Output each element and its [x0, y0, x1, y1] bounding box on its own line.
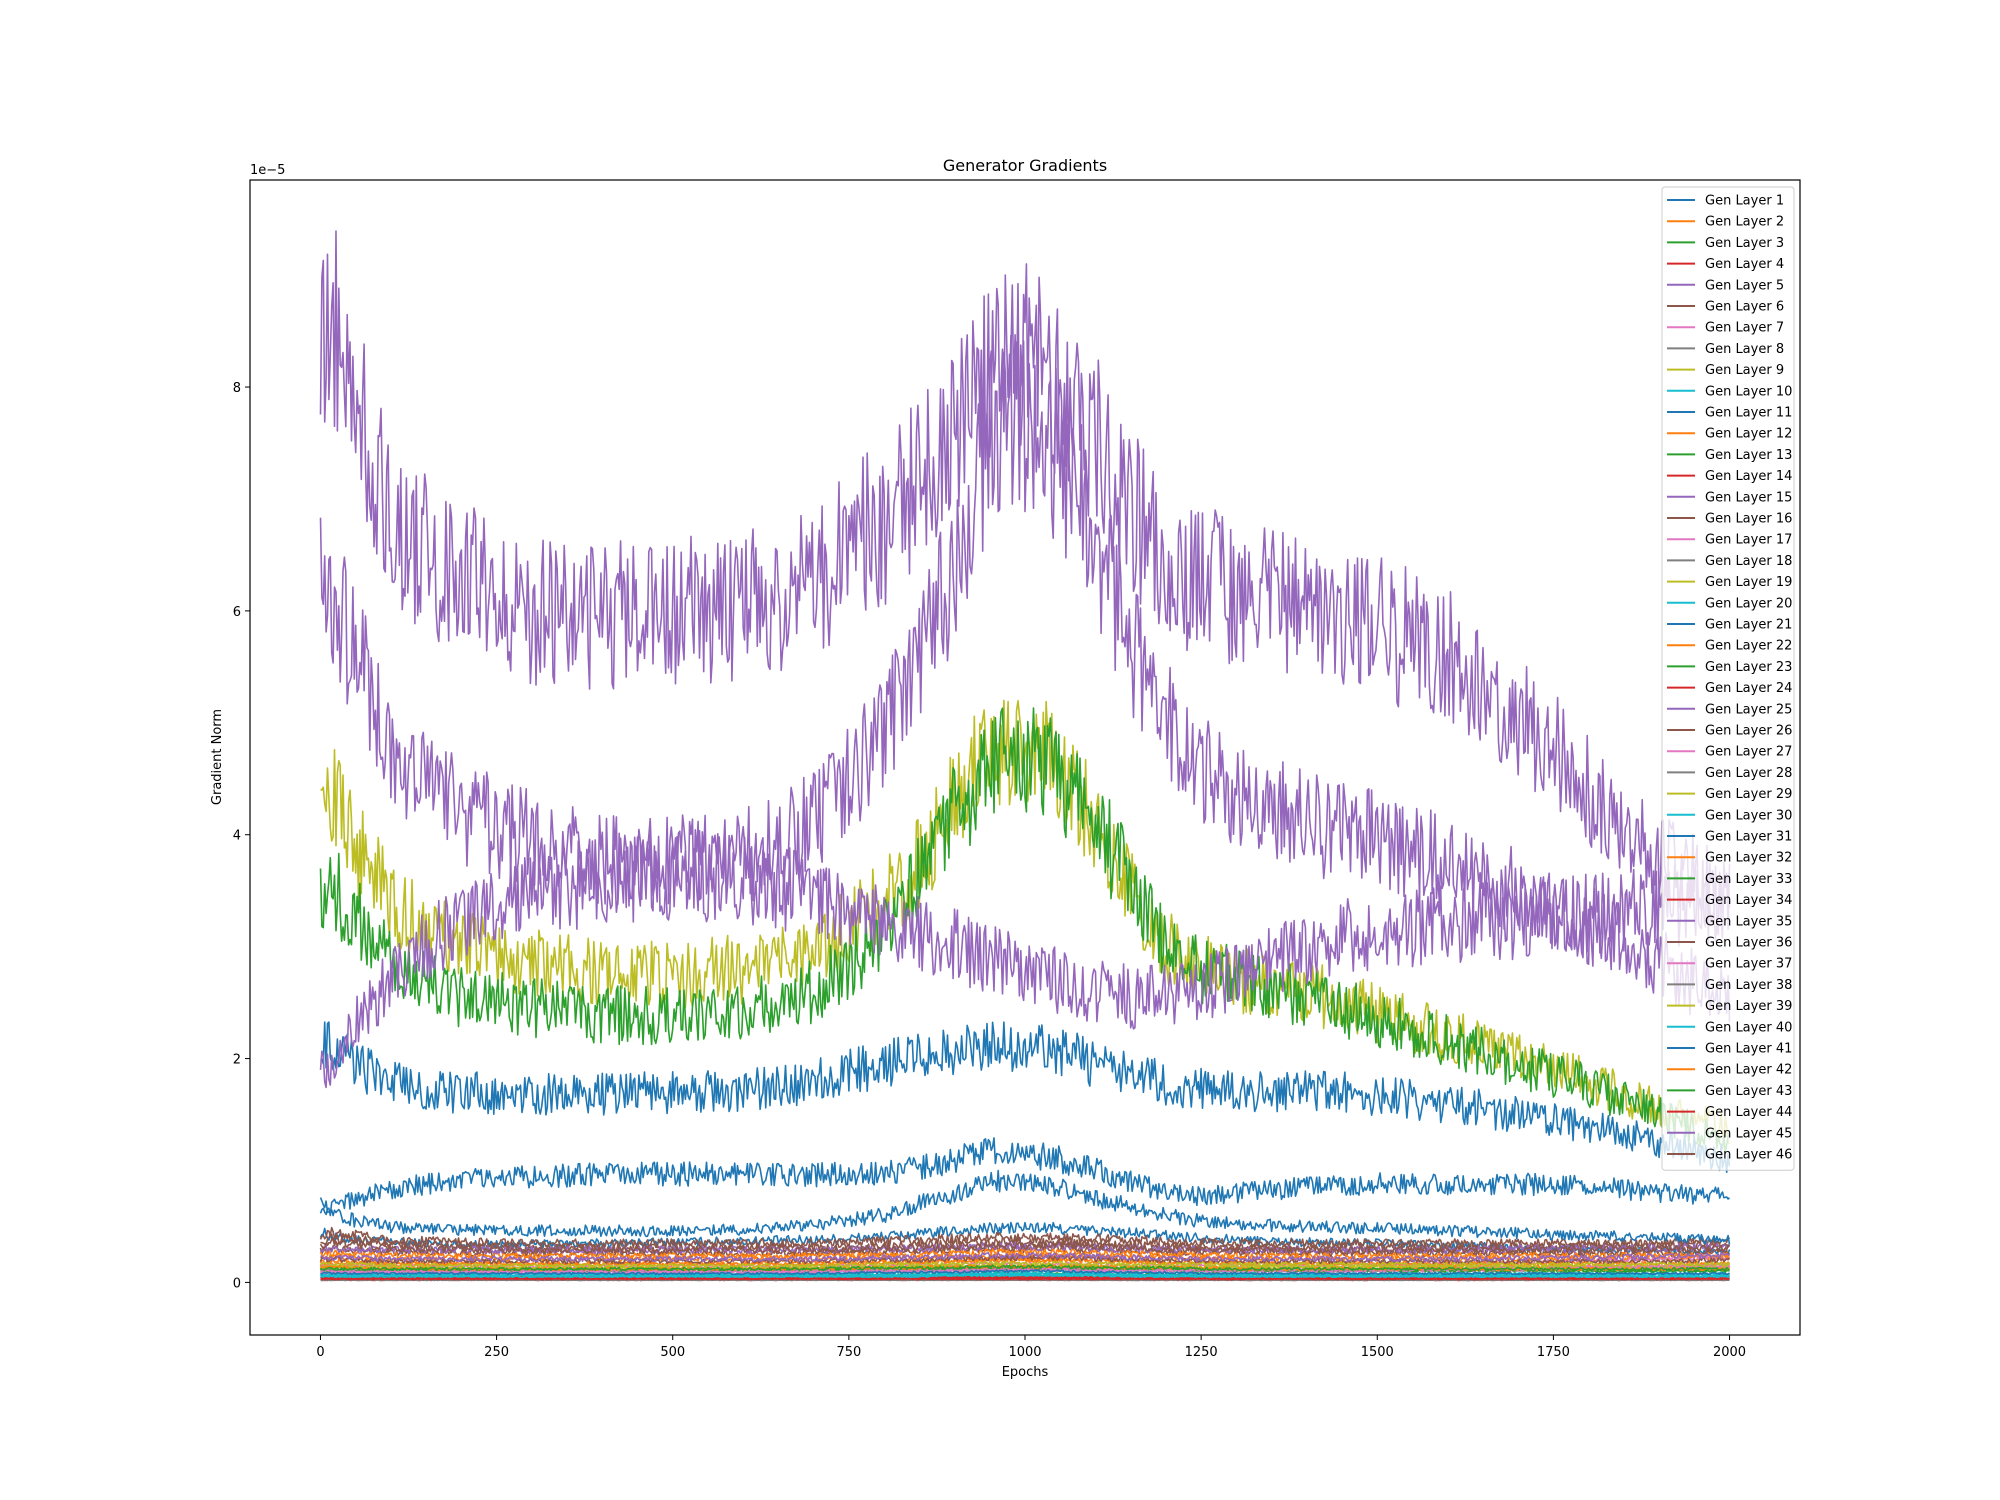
legend-entry: Gen Layer 38	[1705, 978, 1792, 993]
legend-entry: Gen Layer 44	[1705, 1105, 1792, 1120]
series-line-45	[320, 1251, 1731, 1263]
legend-entry: Gen Layer 16	[1705, 512, 1792, 527]
x-tick-label: 1750	[1537, 1345, 1570, 1360]
x-tick-label: 2000	[1713, 1345, 1746, 1360]
legend-entry: Gen Layer 14	[1705, 469, 1792, 484]
legend-entry: Gen Layer 15	[1705, 490, 1792, 505]
legend-entry: Gen Layer 30	[1705, 808, 1792, 823]
legend-entry: Gen Layer 24	[1705, 681, 1792, 696]
x-axis-label: Epochs	[1002, 1365, 1049, 1380]
legend-entry: Gen Layer 42	[1705, 1063, 1792, 1078]
y-tick-label: 0	[233, 1276, 241, 1291]
legend-entry: Gen Layer 35	[1705, 914, 1792, 929]
series-line-46	[319, 1238, 1731, 1255]
legend-entry: Gen Layer 3	[1705, 236, 1784, 251]
legend-entry: Gen Layer 29	[1705, 787, 1792, 802]
legend-entry: Gen Layer 46	[1705, 1148, 1792, 1163]
legend-entry: Gen Layer 28	[1705, 766, 1792, 781]
series-line-9	[320, 699, 1731, 1145]
legend-entry: Gen Layer 33	[1705, 872, 1792, 887]
x-tick-label: 1250	[1185, 1345, 1218, 1360]
legend-entry: Gen Layer 1	[1705, 194, 1784, 209]
legend-entry: Gen Layer 8	[1705, 342, 1784, 357]
legend-entry: Gen Layer 36	[1705, 936, 1792, 951]
series-line-13	[319, 707, 1731, 1155]
y-axis: 0 2 4 6 8	[233, 381, 250, 1291]
series-line-39	[319, 1260, 1731, 1269]
legend-entry: Gen Layer 45	[1705, 1126, 1792, 1141]
x-tick-label: 750	[836, 1345, 861, 1360]
legend-entry: Gen Layer 17	[1705, 533, 1792, 548]
legend-entry: Gen Layer 7	[1705, 321, 1784, 336]
series-line-11	[319, 1137, 1731, 1217]
y-tick-label: 8	[233, 381, 241, 396]
x-axis: 0 250 500 750 1000 1250 1500 1750 2000	[316, 1335, 1746, 1360]
series-line-38	[320, 1279, 1730, 1282]
legend-entry: Gen Layer 27	[1705, 745, 1792, 760]
legend-entry: Gen Layer 4	[1705, 257, 1784, 272]
legend-entry: Gen Layer 13	[1705, 448, 1792, 463]
legend-entry: Gen Layer 12	[1705, 427, 1792, 442]
x-tick-label: 250	[484, 1345, 509, 1360]
chart-title: Generator Gradients	[943, 156, 1107, 175]
series-line-15	[319, 334, 1731, 1023]
legend-entry: Gen Layer 25	[1705, 702, 1792, 717]
legend-entry: Gen Layer 11	[1705, 406, 1792, 421]
series-line-41	[320, 1269, 1730, 1276]
legend: Gen Layer 1 Gen Layer 2 Gen Layer 3 Gen Lay…	[1661, 186, 1795, 1171]
legend-entry: Gen Layer 39	[1705, 999, 1792, 1014]
legend-entry: Gen Layer 31	[1705, 830, 1792, 845]
series-line-6	[319, 1226, 1731, 1249]
legend-entry: Gen Layer 34	[1705, 893, 1792, 908]
series-line-44	[320, 1277, 1730, 1281]
legend-entry: Gen Layer 43	[1705, 1084, 1792, 1099]
series-line-31	[319, 1169, 1731, 1245]
legend-entry: Gen Layer 22	[1705, 639, 1792, 654]
legend-entry: Gen Layer 26	[1705, 724, 1792, 739]
x-tick-label: 1500	[1361, 1345, 1394, 1360]
series-line-25	[319, 830, 1731, 1089]
y-axis-label: Gradient Norm	[210, 709, 225, 805]
legend-entry: Gen Layer 32	[1705, 851, 1792, 866]
series-line-21	[319, 1021, 1731, 1173]
legend-entry: Gen Layer 20	[1705, 596, 1792, 611]
series-line-5	[319, 230, 1731, 936]
series-line-43	[320, 1264, 1730, 1272]
x-tick-label: 0	[316, 1345, 324, 1360]
legend-entry: Gen Layer 9	[1705, 363, 1784, 378]
legend-entry: Gen Layer 6	[1705, 300, 1784, 315]
legend-entry: Gen Layer 18	[1705, 554, 1792, 569]
y-tick-label: 4	[233, 829, 241, 844]
y-offset-label: 1e−5	[250, 163, 285, 178]
x-tick-label: 1000	[1008, 1345, 1041, 1360]
y-tick-label: 2	[233, 1053, 241, 1068]
legend-entry: Gen Layer 5	[1705, 278, 1784, 293]
x-tick-label: 500	[660, 1345, 685, 1360]
legend-entry: Gen Layer 19	[1705, 575, 1792, 590]
legend-entry: Gen Layer 41	[1705, 1042, 1792, 1057]
legend-entry: Gen Layer 37	[1705, 957, 1792, 972]
legend-entry: Gen Layer 23	[1705, 660, 1792, 675]
legend-entry: Gen Layer 10	[1705, 384, 1792, 399]
y-tick-label: 6	[233, 605, 241, 620]
legend-entry: Gen Layer 2	[1705, 215, 1784, 230]
series-line-40	[320, 1274, 1730, 1279]
series-layer	[319, 230, 1731, 1282]
legend-entry: Gen Layer 21	[1705, 618, 1792, 633]
legend-entry: Gen Layer 40	[1705, 1020, 1792, 1035]
